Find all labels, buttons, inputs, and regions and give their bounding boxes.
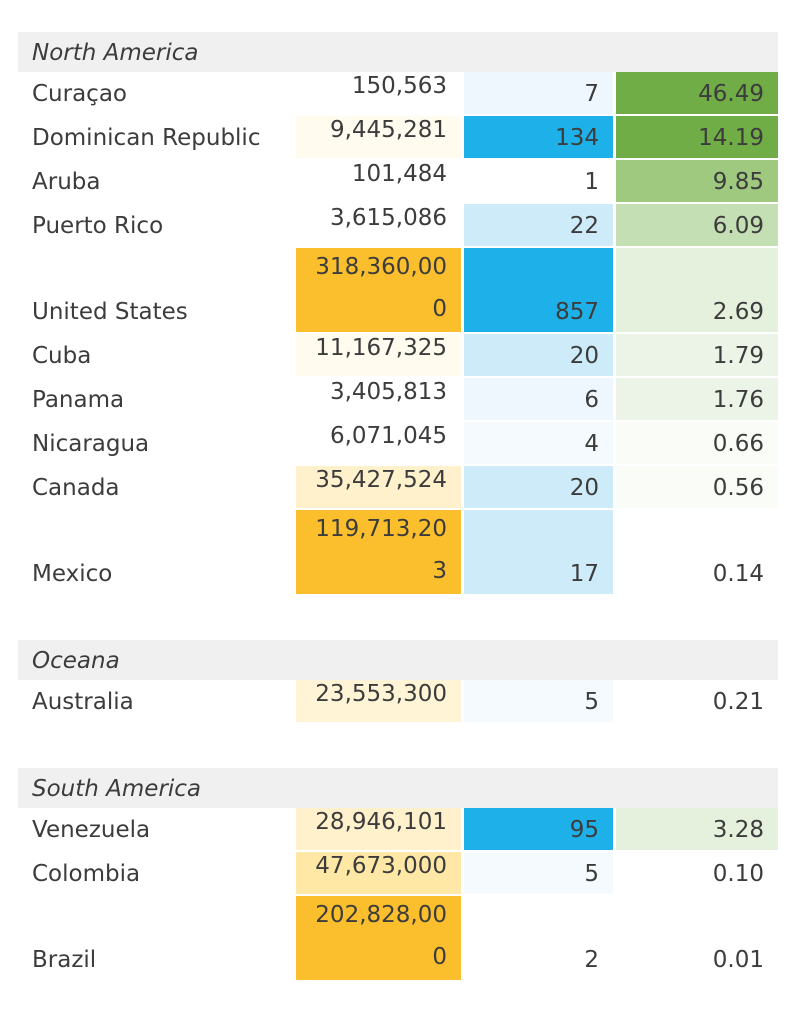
population-value: 3,405,813	[329, 379, 447, 405]
population-value: 28,946,101	[315, 809, 447, 835]
population-value: 3,615,086	[329, 205, 447, 231]
table-row: Canada 35,427,524 20 0.56	[18, 466, 778, 510]
country-cell: Mexico	[18, 510, 296, 596]
count-cell: 5	[464, 852, 616, 896]
rate-cell: 0.01	[616, 896, 778, 982]
population-value: 101,484	[351, 161, 447, 187]
count-cell: 5	[464, 680, 616, 724]
population-cell: 35,427,524	[296, 466, 464, 510]
country-cell: Aruba	[18, 160, 296, 204]
region-spacer	[18, 724, 778, 768]
rate-cell: 9.85	[616, 160, 778, 204]
country-cell: Cuba	[18, 334, 296, 378]
count-cell: 20	[464, 466, 616, 510]
rate-cell: 46.49	[616, 72, 778, 116]
table-row: Curaçao 150,563 7 46.49	[18, 72, 778, 116]
country-cell: Puerto Rico	[18, 204, 296, 248]
country-cell: Panama	[18, 378, 296, 422]
rate-cell: 3.28	[616, 808, 778, 852]
table-row: Dominican Republic 9,445,281 134 14.19	[18, 116, 778, 160]
population-value: 35,427,524	[315, 467, 447, 493]
rate-cell: 2.69	[616, 248, 778, 334]
rate-cell: 0.14	[616, 510, 778, 596]
count-cell: 7	[464, 72, 616, 116]
rate-cell: 6.09	[616, 204, 778, 248]
table-row: Puerto Rico 3,615,086 22 6.09	[18, 204, 778, 248]
country-cell: Nicaragua	[18, 422, 296, 466]
population-value: 11,167,325	[315, 335, 447, 361]
region-header: South America	[18, 768, 778, 808]
country-cell: Canada	[18, 466, 296, 510]
region-header: Oceana	[18, 640, 778, 680]
count-cell: 857	[464, 248, 616, 334]
table-row: Brazil 202,828,00 0 2 0.01	[18, 896, 778, 982]
population-cell: 150,563	[296, 72, 464, 116]
count-cell: 6	[464, 378, 616, 422]
population-value: 9,445,281	[329, 117, 447, 143]
count-cell: 17	[464, 510, 616, 596]
population-cell: 47,673,000	[296, 852, 464, 896]
count-cell: 95	[464, 808, 616, 852]
population-cell: 202,828,00 0	[296, 896, 464, 982]
population-cell: 6,071,045	[296, 422, 464, 466]
count-cell: 134	[464, 116, 616, 160]
population-value: 318,360,00 0	[315, 254, 447, 322]
population-cell: 23,553,300	[296, 680, 464, 724]
table-row: Venezuela 28,946,101 95 3.28	[18, 808, 778, 852]
population-cell: 11,167,325	[296, 334, 464, 378]
population-value: 202,828,00 0	[315, 902, 447, 970]
table-row: United States 318,360,00 0 857 2.69	[18, 248, 778, 334]
table-row: Cuba 11,167,325 20 1.79	[18, 334, 778, 378]
population-value: 23,553,300	[315, 681, 447, 707]
data-table: North America Curaçao 150,563 7 46.49 Dominic…	[18, 32, 778, 982]
country-cell: Curaçao	[18, 72, 296, 116]
country-cell: Venezuela	[18, 808, 296, 852]
population-cell: 119,713,20 3	[296, 510, 464, 596]
table-row: Australia 23,553,300 5 0.21	[18, 680, 778, 724]
region-header: North America	[18, 32, 778, 72]
rate-cell: 0.21	[616, 680, 778, 724]
population-cell: 101,484	[296, 160, 464, 204]
count-cell: 4	[464, 422, 616, 466]
country-cell: Dominican Republic	[18, 116, 296, 160]
rate-cell: 0.56	[616, 466, 778, 510]
count-cell: 20	[464, 334, 616, 378]
country-cell: Australia	[18, 680, 296, 724]
rate-cell: 0.66	[616, 422, 778, 466]
region-spacer	[18, 596, 778, 640]
population-value: 119,713,20 3	[315, 516, 447, 584]
table-row: Colombia 47,673,000 5 0.10	[18, 852, 778, 896]
table-row: Nicaragua 6,071,045 4 0.66	[18, 422, 778, 466]
population-cell: 28,946,101	[296, 808, 464, 852]
rate-cell: 1.79	[616, 334, 778, 378]
count-cell: 2	[464, 896, 616, 982]
country-cell: Brazil	[18, 896, 296, 982]
table-row: Aruba 101,484 1 9.85	[18, 160, 778, 204]
count-cell: 1	[464, 160, 616, 204]
rate-cell: 1.76	[616, 378, 778, 422]
table-row: Mexico 119,713,20 3 17 0.14	[18, 510, 778, 596]
country-cell: United States	[18, 248, 296, 334]
rate-cell: 0.10	[616, 852, 778, 896]
population-cell: 3,405,813	[296, 378, 464, 422]
population-cell: 9,445,281	[296, 116, 464, 160]
country-cell: Colombia	[18, 852, 296, 896]
count-cell: 22	[464, 204, 616, 248]
population-cell: 318,360,00 0	[296, 248, 464, 334]
population-value: 150,563	[351, 73, 447, 99]
population-value: 47,673,000	[315, 853, 447, 879]
population-value: 6,071,045	[329, 423, 447, 449]
rate-cell: 14.19	[616, 116, 778, 160]
population-cell: 3,615,086	[296, 204, 464, 248]
table-row: Panama 3,405,813 6 1.76	[18, 378, 778, 422]
